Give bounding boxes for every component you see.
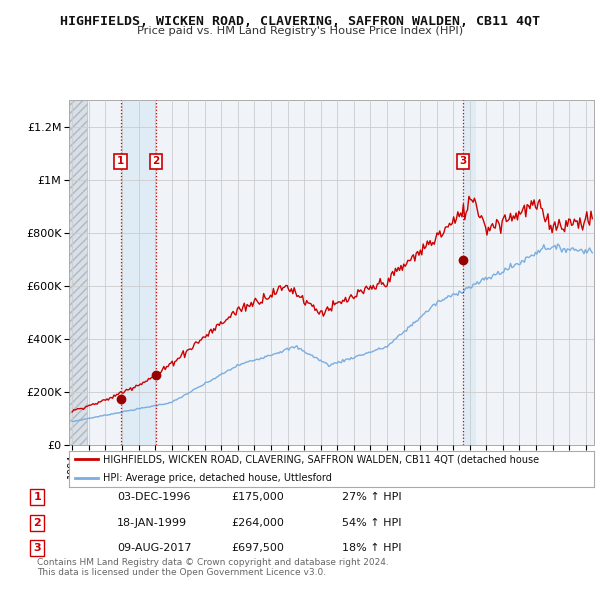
Text: 1: 1 [34, 493, 41, 502]
Text: 03-DEC-1996: 03-DEC-1996 [117, 493, 191, 502]
Text: 27% ↑ HPI: 27% ↑ HPI [342, 493, 401, 502]
Bar [463, 100, 476, 445]
Text: 54% ↑ HPI: 54% ↑ HPI [342, 518, 401, 527]
Bar [69, 100, 87, 445]
Text: Price paid vs. HM Land Registry's House Price Index (HPI): Price paid vs. HM Land Registry's House … [137, 26, 463, 36]
Text: Contains HM Land Registry data © Crown copyright and database right 2024.
This d: Contains HM Land Registry data © Crown c… [37, 558, 389, 577]
Text: 3: 3 [460, 156, 467, 166]
Text: 18% ↑ HPI: 18% ↑ HPI [342, 543, 401, 553]
Text: HIGHFIELDS, WICKEN ROAD, CLAVERING, SAFFRON WALDEN, CB11 4QT: HIGHFIELDS, WICKEN ROAD, CLAVERING, SAFF… [60, 15, 540, 28]
Text: £175,000: £175,000 [231, 493, 284, 502]
Text: 3: 3 [34, 543, 41, 553]
Text: 1: 1 [117, 156, 124, 166]
Text: 18-JAN-1999: 18-JAN-1999 [117, 518, 187, 527]
Text: £697,500: £697,500 [231, 543, 284, 553]
Bar [69, 100, 87, 445]
Text: 09-AUG-2017: 09-AUG-2017 [117, 543, 191, 553]
Text: 2: 2 [152, 156, 160, 166]
Text: 2: 2 [34, 518, 41, 527]
Text: HPI: Average price, detached house, Uttlesford: HPI: Average price, detached house, Uttl… [103, 473, 332, 483]
Text: HIGHFIELDS, WICKEN ROAD, CLAVERING, SAFFRON WALDEN, CB11 4QT (detached house: HIGHFIELDS, WICKEN ROAD, CLAVERING, SAFF… [103, 454, 539, 464]
Text: £264,000: £264,000 [231, 518, 284, 527]
Bar [121, 100, 156, 445]
